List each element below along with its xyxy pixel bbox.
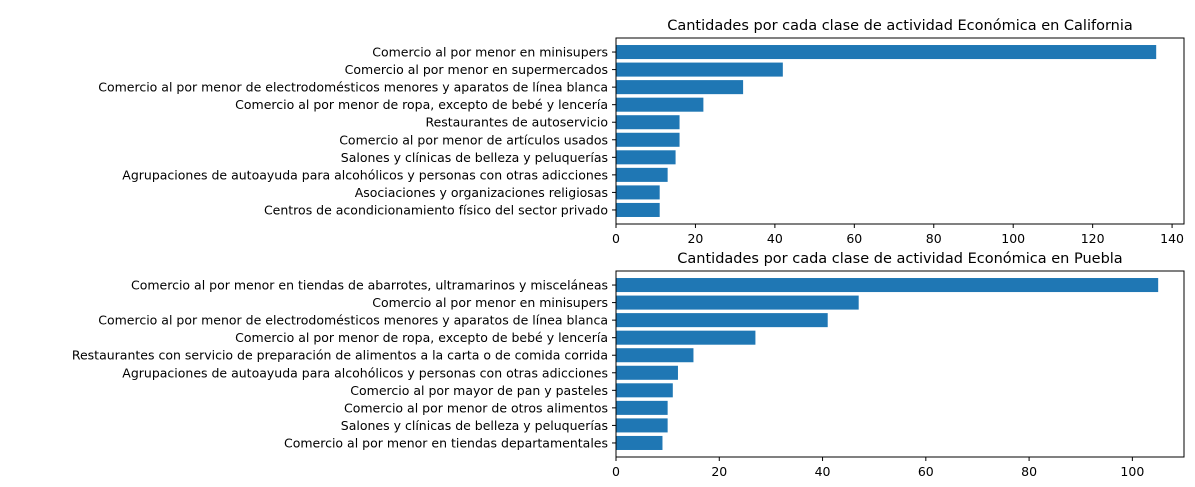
x-tick-label: 120 (1081, 231, 1105, 246)
category-label: Agrupaciones de autoayuda para alcohólic… (122, 365, 608, 380)
x-tick-label: 100 (1120, 464, 1144, 479)
bar (616, 45, 1156, 59)
bar (616, 278, 1158, 292)
x-tick-label: 80 (926, 231, 942, 246)
x-tick-label: 80 (1021, 464, 1037, 479)
x-tick-label: 20 (687, 231, 703, 246)
category-label: Comercio al por mayor de pan y pasteles (350, 383, 608, 398)
bar (616, 366, 678, 380)
bar (616, 150, 676, 164)
chart-title: Cantidades por cada clase de actividad E… (677, 251, 1122, 267)
bar (616, 348, 693, 362)
x-tick-label: 140 (1160, 231, 1184, 246)
category-label: Comercio al por menor en minisupers (372, 45, 608, 60)
category-label: Comercio al por menor de electrodoméstic… (98, 313, 608, 328)
x-tick-label: 60 (846, 231, 862, 246)
category-label: Centros de acondicionamiento físico del … (264, 202, 608, 217)
bar (616, 80, 743, 94)
bar (616, 383, 673, 397)
bar (616, 203, 660, 217)
category-label: Comercio al por menor en tiendas departa… (284, 435, 608, 450)
bar (616, 185, 660, 199)
category-label: Comercio al por menor de electrodoméstic… (98, 80, 608, 95)
bar (616, 331, 755, 345)
category-label: Comercio al por menor en supermercados (345, 62, 608, 77)
category-label: Asociaciones y organizaciones religiosas (355, 185, 608, 200)
x-tick-label: 60 (918, 464, 934, 479)
bar (616, 168, 668, 182)
chart-title: Cantidades por cada clase de actividad E… (667, 18, 1133, 34)
bar (616, 98, 703, 112)
category-label: Comercio al por menor en tiendas de abar… (131, 278, 608, 293)
x-tick-label: 40 (815, 464, 831, 479)
bar (616, 63, 783, 77)
bar (616, 115, 680, 129)
bar (616, 313, 828, 327)
x-tick-label: 0 (612, 231, 620, 246)
x-tick-label: 100 (1001, 231, 1025, 246)
x-tick-label: 40 (767, 231, 783, 246)
x-tick-label: 0 (612, 464, 620, 479)
bar (616, 436, 662, 450)
category-label: Comercio al por menor de artículos usado… (339, 132, 608, 147)
category-label: Agrupaciones de autoayuda para alcohólic… (122, 167, 608, 182)
bar (616, 401, 668, 415)
category-label: Salones y clínicas de belleza y peluquer… (341, 150, 608, 165)
category-label: Comercio al por menor de ropa, excepto d… (235, 330, 608, 345)
category-label: Comercio al por menor de ropa, excepto d… (235, 97, 608, 112)
category-label: Comercio al por menor de otros alimentos (344, 400, 608, 415)
bar (616, 133, 680, 147)
bar (616, 296, 859, 310)
bar (616, 418, 668, 432)
category-label: Comercio al por menor en minisupers (372, 295, 608, 310)
x-tick-label: 20 (711, 464, 727, 479)
category-label: Restaurantes con servicio de preparación… (72, 348, 608, 363)
category-label: Salones y clínicas de belleza y peluquer… (341, 418, 608, 433)
category-label: Restaurantes de autoservicio (425, 115, 608, 130)
